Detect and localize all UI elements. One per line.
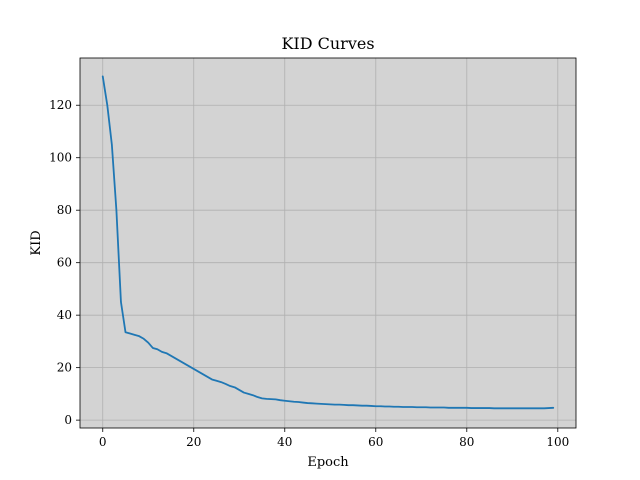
y-tick-label: 40 [57,308,72,322]
series-layer [101,75,555,410]
x-tick-label: 20 [186,435,201,449]
y-tick-label: 120 [49,98,72,112]
y-axis-label: KID [29,230,44,255]
grid-lines [80,58,576,428]
x-axis-label: Epoch [307,455,349,470]
x-tick-label: 60 [368,435,383,449]
y-tick-label: 100 [49,151,72,165]
y-axis-ticks: 0 20 40 60 80 100 120 [49,98,80,427]
x-tick-label: 80 [459,435,474,449]
chart-title: KID Curves [281,34,374,53]
plot-frame [79,57,577,429]
x-tick-label: 100 [546,435,569,449]
y-tick-label: 0 [64,413,72,427]
y-tick-label: 20 [57,361,72,375]
x-tick-label: 0 [99,435,107,449]
y-tick-label: 60 [57,256,72,270]
series-line-0 [101,75,555,410]
x-axis-ticks: 0 20 40 60 80 100 [99,428,569,449]
x-tick-label: 40 [277,435,292,449]
y-tick-label: 80 [57,203,72,217]
plot-area [80,58,576,428]
